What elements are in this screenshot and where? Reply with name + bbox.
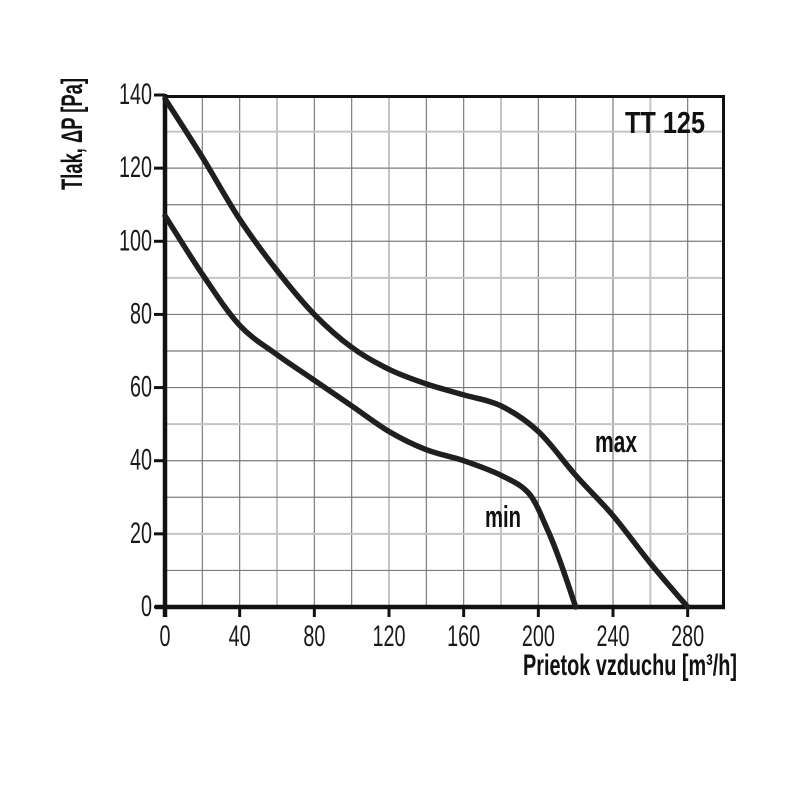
- y-tick-label: 140: [119, 78, 152, 111]
- curve-min: [162, 212, 579, 610]
- series-label-max: max: [595, 424, 638, 459]
- x-tick-label: 280: [671, 620, 704, 653]
- y-tick-label: 40: [130, 444, 152, 477]
- y-tick-label: 120: [119, 151, 152, 184]
- y-tick-label: 20: [130, 517, 152, 550]
- x-tick-label: 0: [160, 620, 171, 653]
- y-tick-label: 80: [130, 297, 152, 330]
- x-tick-label: 40: [229, 620, 251, 653]
- x-tick-label: 80: [303, 620, 325, 653]
- x-tick-label: 240: [597, 620, 630, 653]
- y-tick-label: 100: [119, 224, 152, 257]
- x-axis-title: Prietok vzduchu [m³/h]: [523, 649, 737, 682]
- chart-title: TT 125: [625, 105, 705, 140]
- x-tick-label: 200: [522, 620, 555, 653]
- series-label-min: min: [485, 499, 521, 534]
- plot-area: 0 20 40 60 80 100 120 140 0 40 80 120 160 200 240 280: [119, 78, 725, 653]
- x-tick-label: 160: [447, 620, 480, 653]
- y-tick-label: 60: [130, 371, 152, 404]
- x-tick-label: 120: [373, 620, 406, 653]
- y-axis-title: Tlak, ΔP [Pa]: [56, 78, 89, 190]
- y-tick-label: 0: [141, 590, 152, 623]
- curve-max: [162, 95, 691, 610]
